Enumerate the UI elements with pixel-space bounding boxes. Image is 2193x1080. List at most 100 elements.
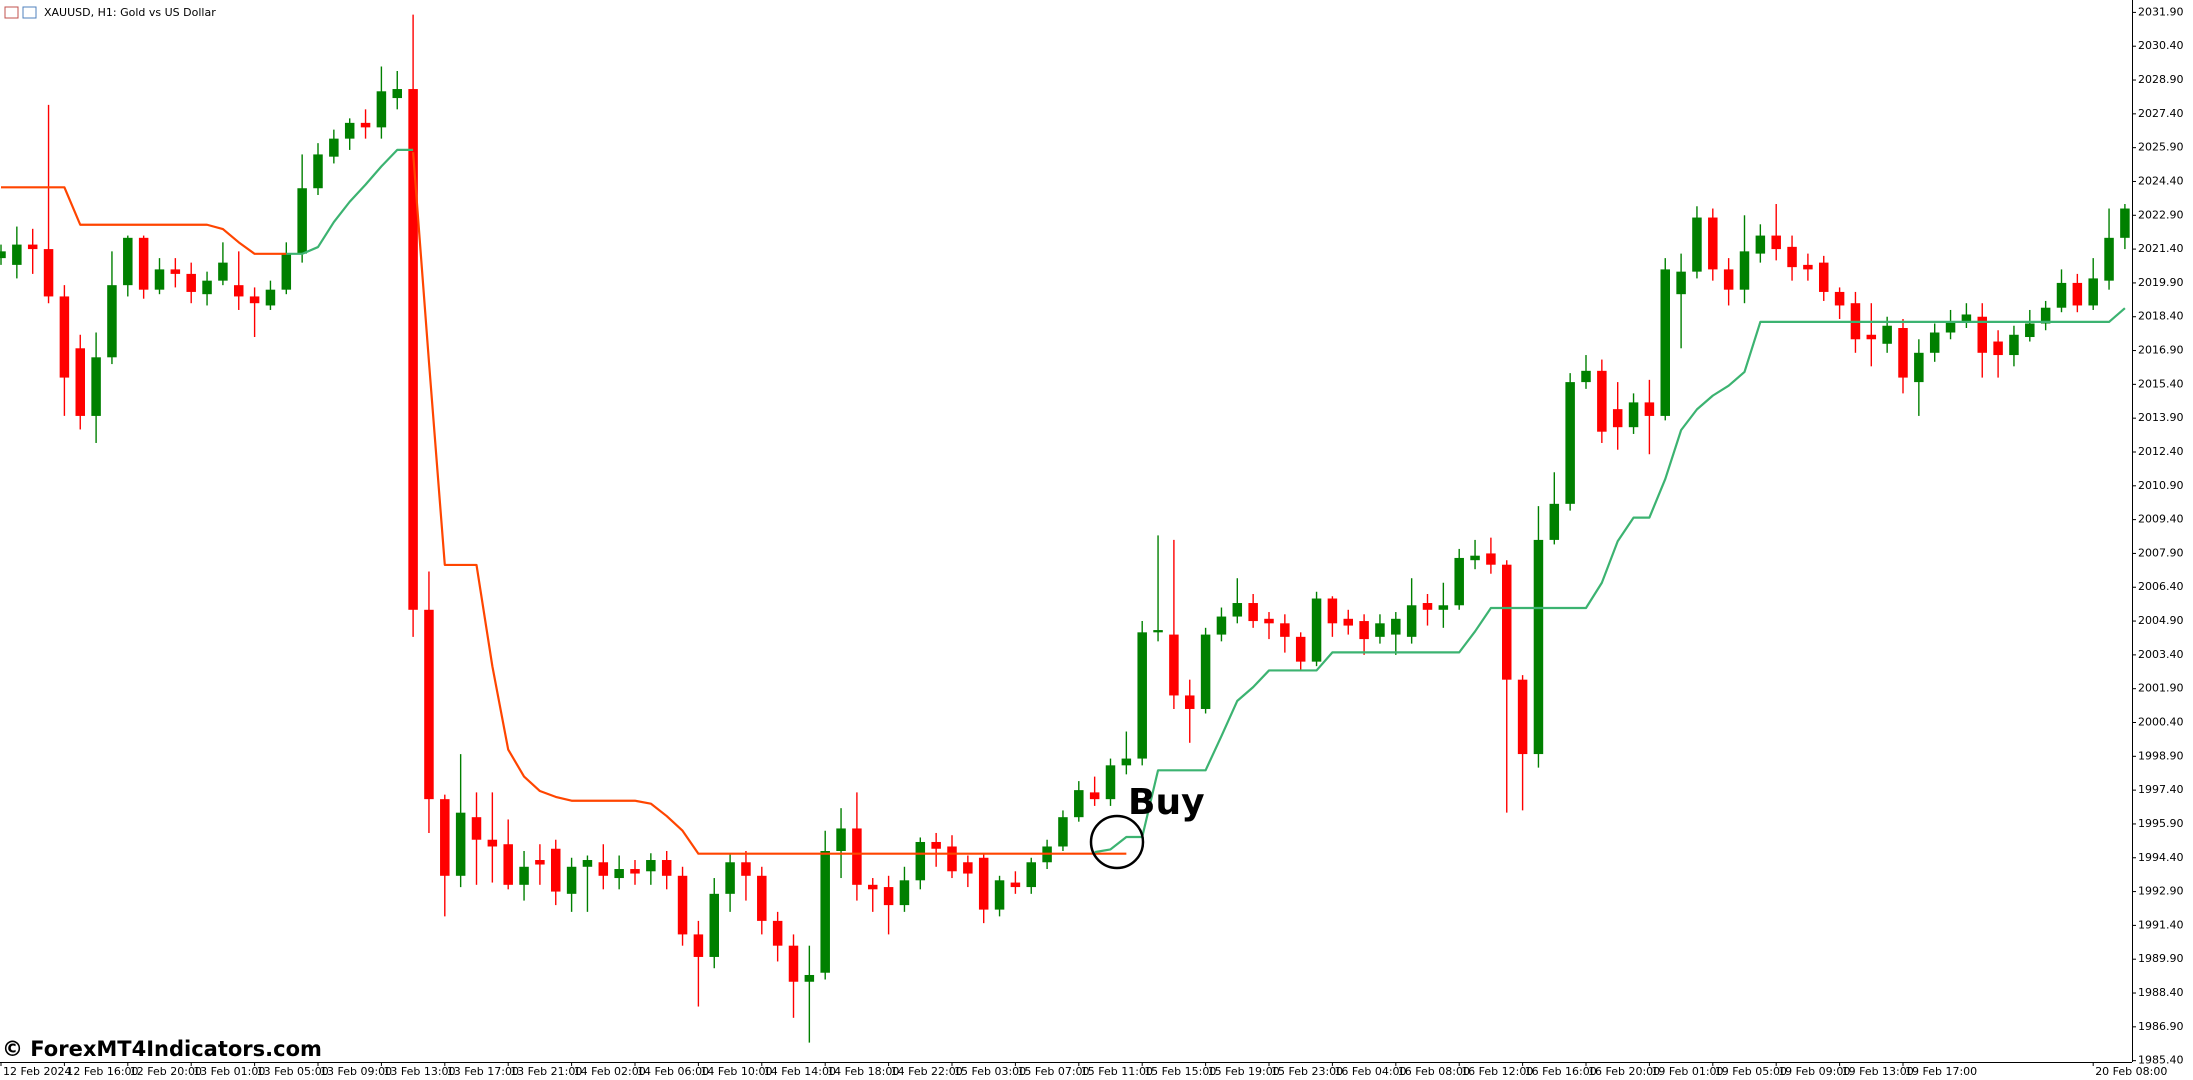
candle-body (265, 289, 276, 306)
y-tick-label: 1998.90 (2138, 749, 2184, 762)
x-tick-label: 14 Feb 02:00 (574, 1065, 646, 1078)
candle-body (899, 880, 910, 906)
candle-body (281, 253, 292, 290)
candle-body (154, 269, 165, 290)
candle-body (202, 280, 212, 295)
candle-body (455, 812, 466, 876)
candle-body (1486, 553, 1496, 565)
candle-body (91, 357, 101, 416)
candle-body (329, 138, 339, 157)
y-tick-label: 2019.90 (2138, 276, 2184, 289)
candle-body (1961, 314, 1972, 322)
x-tick-label: 19 Feb 01:00 (1651, 1065, 1723, 1078)
y-tick-label: 1994.40 (2138, 851, 2184, 864)
candle-body (2088, 278, 2098, 306)
y-tick-label: 2009.40 (2138, 513, 2184, 526)
x-tick-label: 14 Feb 22:00 (891, 1065, 963, 1078)
x-tick-label: 19 Feb 05:00 (1715, 1065, 1787, 1078)
candle-body (915, 841, 926, 881)
candle-body (1089, 792, 1100, 800)
candle-body (1058, 817, 1068, 847)
candle-body (234, 285, 244, 297)
candle-body (661, 860, 672, 876)
candle-body (646, 860, 656, 872)
x-tick-label: 12 Feb 20:00 (130, 1065, 202, 1078)
candle-body (1438, 605, 1449, 610)
candle-body (1692, 217, 1702, 272)
candle-body (1993, 341, 2003, 356)
candle-body (440, 799, 450, 876)
candle-body (392, 89, 402, 99)
candle-body (598, 862, 609, 876)
candle-body (1771, 235, 1781, 250)
x-tick-label: 13 Feb 13:00 (383, 1065, 455, 1078)
candle-body (725, 862, 735, 894)
candle-body (1755, 235, 1766, 254)
x-tick-label: 15 Feb 03:00 (954, 1065, 1026, 1078)
candle-body (2104, 237, 2114, 281)
y-tick-label: 1985.40 (2138, 1054, 2184, 1067)
candle-body (1819, 262, 1829, 292)
candle-body (757, 875, 767, 921)
x-tick-label: 12 Feb 16:00 (66, 1065, 138, 1078)
x-tick-label: 13 Feb 09:00 (320, 1065, 392, 1078)
candle-body (1105, 765, 1116, 800)
watermark: © ForexMT4Indicators.com (2, 1037, 322, 1061)
candle-body (1803, 264, 1813, 270)
candle-body (12, 244, 22, 265)
x-tick-label: 19 Feb 17:00 (1905, 1065, 1977, 1078)
candle-body (1708, 217, 1718, 270)
candle-body (1739, 251, 1750, 290)
candle-body (931, 841, 941, 849)
candle-body (519, 866, 529, 885)
candle-body (709, 893, 719, 957)
candle-body (138, 237, 149, 290)
candle-body (1311, 598, 1322, 662)
candle-body (1280, 623, 1290, 637)
x-tick-label: 13 Feb 17:00 (447, 1065, 519, 1078)
chart-title: XAUUSD, H1: Gold vs US Dollar (44, 6, 216, 19)
candle-body (836, 828, 846, 851)
candle-body (1074, 790, 1084, 818)
candle-body (313, 154, 323, 189)
candle-body (1375, 623, 1385, 637)
candle-body (1264, 618, 1274, 624)
x-tick-label: 20 Feb 08:00 (2095, 1065, 2167, 1078)
candle-body (1533, 539, 1544, 755)
y-tick-label: 2024.40 (2138, 174, 2184, 187)
candle-body (1977, 316, 1987, 353)
candle-body (820, 850, 830, 973)
candle-body (1929, 332, 1940, 353)
y-tick-label: 2006.40 (2138, 580, 2184, 593)
candle-body (1723, 269, 1734, 290)
candle-body (772, 920, 783, 946)
candle-body (1359, 621, 1369, 640)
candle-body (1169, 634, 1179, 696)
candle-body (963, 862, 973, 874)
y-tick-label: 2003.40 (2138, 648, 2184, 661)
candle-body (535, 860, 545, 865)
candle-body (1612, 409, 1623, 428)
candle-body (1945, 321, 1956, 333)
x-tick-label: 14 Feb 10:00 (700, 1065, 772, 1078)
x-tick-label: 15 Feb 15:00 (1144, 1065, 1216, 1078)
y-tick-label: 2010.90 (2138, 479, 2184, 492)
candle-body (2056, 282, 2067, 308)
candle-body (994, 880, 1005, 910)
candle-body (1517, 679, 1528, 755)
y-tick-label: 1995.90 (2138, 817, 2184, 830)
candle-body (408, 89, 418, 610)
candle-body (1248, 603, 1258, 622)
candle-body (424, 609, 434, 800)
y-tick-label: 1988.40 (2138, 986, 2184, 999)
candle-body (883, 887, 894, 906)
candle-body (1914, 352, 1924, 383)
candle-body (741, 862, 751, 876)
indicator-line (286, 148, 2126, 854)
x-tick-label: 12 Feb 2024 (3, 1065, 71, 1078)
x-tick-label: 16 Feb 20:00 (1588, 1065, 1660, 1078)
y-tick-label: 2004.90 (2138, 614, 2184, 627)
candle-body (1581, 370, 1591, 383)
y-tick-label: 2030.40 (2138, 39, 2184, 52)
x-tick-label: 16 Feb 12:00 (1461, 1065, 1533, 1078)
